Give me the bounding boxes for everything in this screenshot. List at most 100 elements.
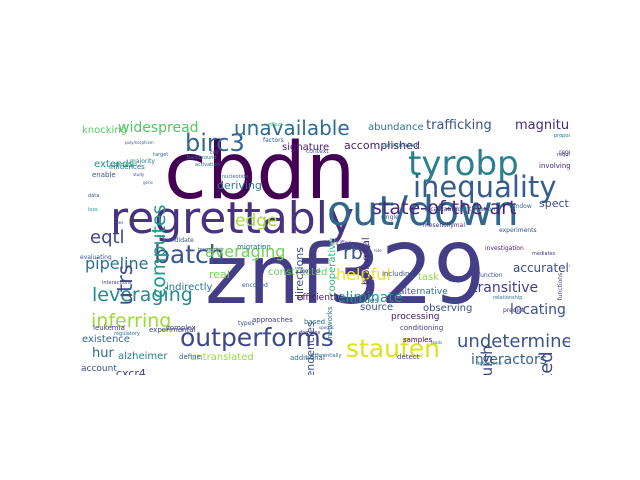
cloud-word: lines bbox=[114, 220, 124, 225]
cloud-word: helpful bbox=[336, 265, 391, 284]
cloud-word: undetermined bbox=[457, 331, 570, 352]
cloud-word: magnitude bbox=[515, 118, 570, 133]
cloud-word: eqtl bbox=[90, 227, 125, 248]
cloud-word: data bbox=[88, 193, 100, 199]
cloud-word: additional bbox=[290, 354, 325, 362]
cloud-word: efficiently bbox=[297, 293, 342, 303]
cloud-word: constructed bbox=[268, 267, 328, 278]
cloud-word: role bbox=[374, 248, 382, 253]
cloud-word: candidate bbox=[164, 237, 194, 244]
cloud-word: birc3 bbox=[185, 129, 245, 157]
cloud-word: propose bbox=[554, 133, 570, 139]
cloud-word: samples bbox=[403, 336, 433, 344]
cloud-word: regulatory bbox=[114, 331, 140, 337]
cloud-word: real bbox=[209, 268, 230, 281]
cloud-word: rb1 bbox=[343, 242, 375, 264]
cloud-word: simulated bbox=[536, 351, 557, 375]
cloud-word: target bbox=[153, 152, 169, 158]
cloud-word: inferring bbox=[91, 310, 172, 332]
cloud-word: depletion bbox=[114, 162, 138, 168]
cloud-word: regrettably bbox=[110, 193, 354, 244]
cloud-word: accomplished bbox=[344, 139, 420, 152]
cloud-word: eliminate bbox=[337, 290, 403, 306]
cloud-word: processing bbox=[391, 312, 440, 322]
cloud-word: study bbox=[133, 172, 145, 177]
cloud-word: localization bbox=[425, 206, 459, 213]
cloud-word: mesenchymal bbox=[423, 222, 465, 229]
cloud-word: majority bbox=[130, 158, 155, 165]
cloud-word: out/down bbox=[327, 187, 519, 235]
cloud-word: znf329 bbox=[205, 228, 486, 323]
cloud-word: identification bbox=[456, 206, 496, 213]
cloud-word: upregulated bbox=[381, 142, 418, 149]
cloud-word: cbdn bbox=[164, 127, 356, 217]
cloud-word: cxcr4 bbox=[116, 367, 146, 375]
cloud-word: detect bbox=[397, 353, 420, 361]
cloud-word: required bbox=[557, 152, 570, 158]
cloud-word: existence bbox=[82, 334, 130, 345]
cloud-word: cell bbox=[210, 150, 219, 156]
cloud-word: define bbox=[179, 353, 201, 361]
word-cloud: znf329 cbdn regrettably out/down tyrobp inequ… bbox=[78, 103, 570, 375]
cloud-word: deriving bbox=[217, 179, 262, 192]
cloud-word: transitive bbox=[472, 280, 539, 296]
cloud-word: context bbox=[306, 148, 329, 155]
cloud-word: biological bbox=[361, 237, 372, 285]
cloud-word: reads bbox=[431, 340, 443, 345]
cloud-word: spectrometry bbox=[539, 197, 570, 210]
cloud-word: effect bbox=[268, 122, 283, 128]
cloud-word: knocking bbox=[82, 125, 127, 136]
cloud-word: evaluating bbox=[80, 254, 112, 261]
cloud-word: leukemia bbox=[93, 324, 125, 332]
cloud-word: hur bbox=[92, 346, 114, 361]
cloud-word: alzheimer bbox=[118, 351, 168, 362]
cloud-word: influences bbox=[109, 163, 145, 171]
cloud-word: based bbox=[304, 318, 326, 326]
cloud-word: investigation bbox=[485, 245, 524, 252]
cloud-word: function bbox=[478, 272, 503, 279]
cloud-word: regulate bbox=[559, 149, 570, 156]
cloud-word: pipeline bbox=[85, 254, 149, 273]
cloud-word: locating bbox=[510, 302, 566, 318]
cloud-word: relationship bbox=[493, 295, 523, 301]
cloud-word: tissues bbox=[351, 296, 379, 305]
cloud-word: signature bbox=[282, 142, 330, 153]
cloud-word: observing bbox=[423, 303, 473, 314]
cloud-word: window bbox=[509, 203, 532, 210]
cloud-word: indirectly bbox=[166, 282, 213, 293]
cloud-word: types bbox=[238, 320, 255, 327]
cloud-word: abundance bbox=[368, 122, 424, 133]
cloud-word: complex bbox=[166, 324, 196, 332]
cloud-word: source bbox=[360, 302, 394, 313]
cloud-word: unavailable bbox=[234, 116, 350, 140]
cloud-word: enable bbox=[92, 171, 116, 179]
cloud-word: loss bbox=[88, 207, 98, 213]
cloud-word: alternative bbox=[399, 287, 448, 297]
cloud-word: widespread bbox=[118, 120, 199, 136]
cloud-word: activation bbox=[195, 162, 220, 168]
cloud-word: staufen bbox=[346, 334, 441, 363]
cloud-word: bound bbox=[301, 268, 320, 275]
cloud-word: account bbox=[81, 364, 117, 374]
cloud-word: nucleotide bbox=[222, 174, 249, 180]
cloud-word: inequality bbox=[413, 170, 557, 204]
cloud-word: single bbox=[381, 214, 399, 221]
cloud-word: trafficking bbox=[426, 118, 492, 133]
cloud-word: differentially bbox=[310, 353, 342, 359]
cloud-word: migration bbox=[237, 243, 271, 251]
cloud-word: averaging bbox=[205, 242, 286, 261]
cloud-word: factors bbox=[263, 137, 284, 144]
cloud-word: state-of-the-art bbox=[372, 197, 517, 219]
cloud-word: functions bbox=[557, 272, 564, 301]
cloud-word: outperforms bbox=[180, 323, 334, 352]
cloud-word: specific bbox=[319, 325, 335, 330]
cloud-word: predict bbox=[503, 307, 524, 314]
cloud-word: mediates bbox=[532, 251, 556, 257]
cloud-word: task bbox=[418, 272, 440, 283]
cloud-word: area bbox=[450, 299, 459, 304]
cloud-word: transcript bbox=[198, 247, 223, 253]
cloud-word: tyrobp bbox=[408, 144, 519, 184]
cloud-word: experiments bbox=[499, 227, 537, 234]
cloud-word: polymorphism bbox=[125, 140, 154, 145]
cloud-word: conditioning bbox=[400, 324, 444, 332]
